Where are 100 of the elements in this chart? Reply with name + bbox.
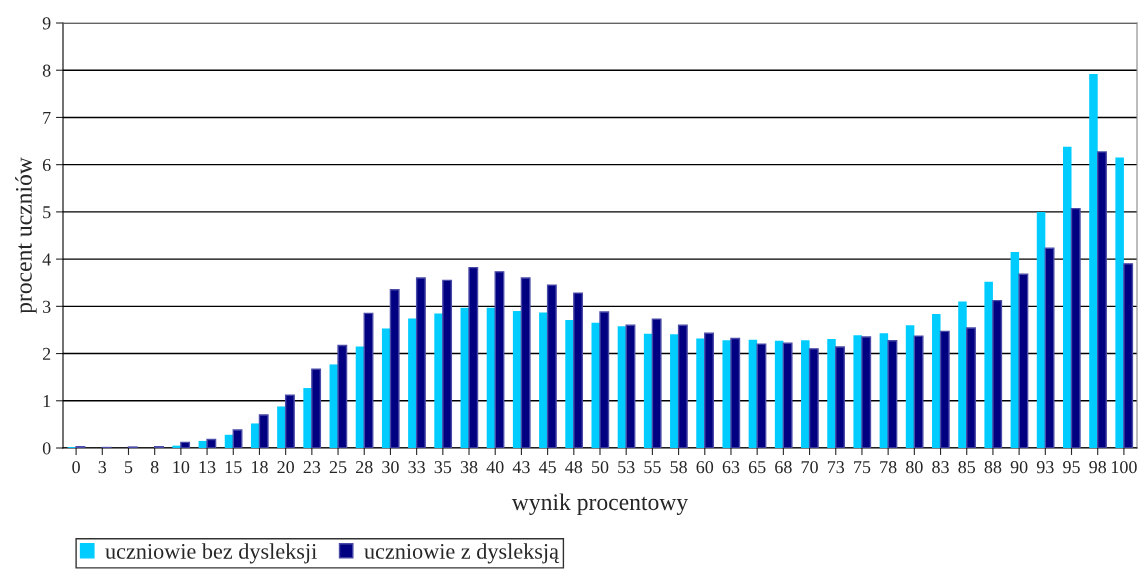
- bar: [520, 277, 531, 448]
- legend-label: uczniowie z dysleksją: [364, 543, 560, 564]
- bar: [546, 284, 557, 448]
- x-tick-label: 68: [775, 461, 792, 474]
- bar: [643, 333, 653, 448]
- x-tick-label: 45: [538, 461, 556, 474]
- bar: [827, 338, 836, 448]
- x-tick-label: 75: [854, 461, 871, 474]
- x-tick-label: 78: [880, 461, 897, 474]
- bar: [939, 330, 950, 448]
- bar: [887, 340, 898, 448]
- y-tick-label: 0: [42, 442, 51, 455]
- bar: [651, 318, 662, 448]
- bar: [756, 343, 767, 448]
- bar: [224, 434, 234, 448]
- bar: [408, 318, 417, 448]
- bar: [389, 289, 400, 448]
- bar: [381, 328, 391, 448]
- bar: [1070, 207, 1081, 448]
- bar: [677, 324, 688, 448]
- y-tick-label: 1: [43, 395, 51, 408]
- y-tick-label: 7: [43, 111, 51, 124]
- bar: [1123, 263, 1134, 448]
- bar: [355, 346, 365, 448]
- bar: [696, 338, 705, 448]
- bar: [277, 406, 286, 448]
- bar: [905, 325, 915, 448]
- bar: [984, 281, 993, 448]
- x-tick-label: 98: [1089, 461, 1107, 474]
- bar: [730, 337, 741, 448]
- bar: [1044, 247, 1055, 448]
- x-tick-label: 83: [932, 461, 949, 474]
- x-tick-label: 40: [486, 461, 504, 474]
- legend-label: uczniowie bez dysleksji: [105, 543, 317, 564]
- bar: [1036, 211, 1046, 448]
- x-tick-label: 30: [382, 461, 399, 474]
- x-tick-label: 48: [565, 461, 583, 474]
- bar: [573, 292, 584, 448]
- x-tick-label: 13: [199, 461, 216, 474]
- x-tick-label: 50: [592, 461, 609, 474]
- bar: [704, 332, 714, 448]
- x-tick-label: 3: [98, 461, 107, 474]
- x-tick-label: 55: [644, 461, 661, 474]
- x-tick-label: 58: [670, 461, 687, 474]
- x-tick-label: 70: [801, 461, 818, 474]
- bar: [932, 313, 941, 448]
- bar: [284, 394, 295, 448]
- bar: [599, 311, 610, 448]
- x-tick-label: 0: [72, 461, 80, 474]
- x-tick-label: 15: [225, 461, 242, 474]
- x-tick-label: 43: [512, 461, 530, 474]
- bar: [415, 277, 426, 448]
- x-axis-title: wynik procentowy: [511, 493, 689, 516]
- bar: [486, 307, 496, 448]
- bar: [722, 340, 731, 448]
- bar: [250, 423, 260, 448]
- bar: [337, 344, 348, 448]
- bar: [625, 324, 636, 448]
- x-tick-label: 28: [356, 461, 373, 474]
- bar: [1089, 74, 1098, 448]
- bar: [670, 334, 679, 448]
- bar: [494, 271, 505, 448]
- x-tick-label: 100: [1111, 461, 1137, 474]
- y-tick-label: 5: [43, 206, 51, 219]
- x-tick-label: 60: [696, 461, 714, 474]
- bar: [512, 311, 522, 448]
- bar: [1115, 157, 1124, 448]
- bar: [913, 335, 924, 448]
- y-axis-title: procent uczniów: [15, 157, 37, 314]
- bar: [258, 414, 269, 448]
- bar: [1018, 273, 1029, 448]
- bar: [782, 342, 793, 448]
- y-tick-label: 9: [42, 17, 51, 30]
- x-tick-label: 63: [722, 461, 740, 474]
- x-tick-label: 53: [618, 461, 635, 474]
- x-tick-label: 38: [460, 461, 478, 474]
- bar: [565, 320, 574, 448]
- y-tick-label: 4: [42, 253, 51, 266]
- bar: [442, 279, 453, 448]
- x-tick-label: 25: [329, 461, 347, 474]
- y-tick-label: 6: [42, 158, 51, 172]
- x-tick-label: 85: [958, 461, 976, 474]
- x-tick-label: 35: [434, 461, 452, 474]
- bar: [591, 322, 600, 448]
- bar: [801, 340, 810, 448]
- bar: [311, 368, 322, 448]
- bar: [434, 313, 443, 448]
- x-tick-label: 10: [173, 461, 190, 474]
- x-tick-label: 95: [1063, 461, 1080, 474]
- bar: [363, 312, 374, 448]
- bar: [180, 441, 191, 448]
- y-tick-label: 2: [42, 347, 51, 360]
- x-tick-label: 5: [125, 461, 133, 474]
- x-tick-label: 18: [252, 461, 268, 474]
- x-tick-label: 93: [1036, 461, 1054, 474]
- x-tick-label: 73: [827, 461, 845, 474]
- x-tick-label: 90: [1010, 461, 1028, 474]
- bar: [992, 299, 1003, 448]
- x-tick-label: 80: [906, 461, 923, 474]
- bar: [1097, 151, 1107, 448]
